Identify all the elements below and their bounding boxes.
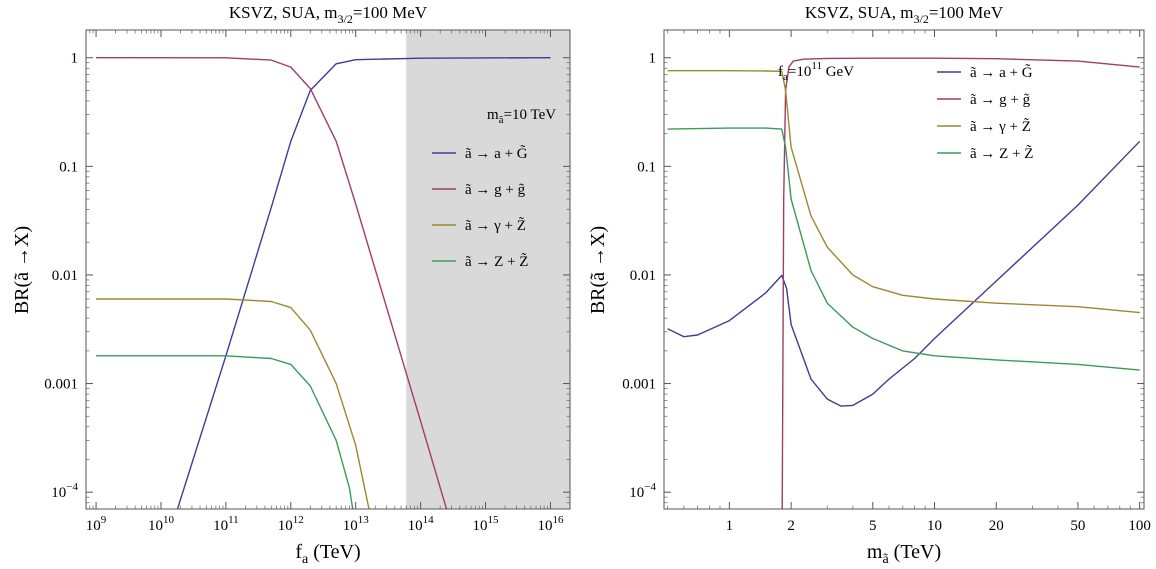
right-chart-xlabel: mã (TeV) (867, 541, 941, 567)
right-chart-series (667, 57, 1141, 510)
x-tick-label: 1010 (148, 514, 175, 534)
series-line-3 (667, 127, 1140, 371)
series-line-2 (667, 70, 1140, 314)
series-line-0 (667, 140, 1141, 407)
legend-entry-1: ã → g + g̃ (970, 92, 1031, 108)
x-tick-label: 1014 (408, 514, 435, 534)
right-chart-panel: 1 2 5 10 20 50 100 1 0.1 0.01 0.001 10−4 KSVZ, SUA,… (587, 3, 1151, 567)
y-tick-label: 0.01 (52, 268, 78, 284)
right-chart-frame (663, 29, 1145, 510)
legend-entry-0: ã → a + G̃ (970, 64, 1033, 81)
left-chart-title: KSVZ, SUA, m3/2=100 MeV (229, 3, 428, 26)
x-tick-label: 20 (989, 518, 1004, 534)
y-tick-label: 1 (649, 51, 657, 67)
x-tick-label: 50 (1070, 518, 1085, 534)
legend-entry-3: ã → Z + Z̃ (465, 253, 528, 270)
series-line-0 (176, 57, 551, 510)
x-tick-label: 100 (1128, 518, 1151, 534)
x-tick-label: 5 (869, 518, 877, 534)
x-tick-label: 10 (927, 518, 942, 534)
excluded-region-shading (406, 30, 570, 509)
legend-entry-2: ã → γ + Z̃ (465, 217, 526, 234)
left-chart-xlabel: fa (TeV) (295, 541, 360, 567)
right-chart-ylabel: BR(ã →X) (587, 226, 609, 314)
series-line-2 (96, 298, 370, 510)
series-line-3 (96, 355, 354, 510)
legend-entry-0: ã → a + G̃ (465, 145, 528, 162)
y-tick-label: 0.01 (630, 268, 656, 284)
left-chart-frame (85, 29, 571, 510)
left-chart-panel: 109 1010 1011 1012 1013 1014 1015 1016 1 0.1 0.01 0… (11, 3, 571, 567)
y-tick-label: 1 (71, 51, 79, 67)
series-line-1 (96, 57, 448, 510)
x-tick-label: 1011 (213, 514, 239, 534)
legend-entry-2: ã → γ + Z̃ (970, 118, 1031, 135)
right-chart-title: KSVZ, SUA, m3/2=100 MeV (805, 3, 1004, 26)
right-chart-annotation: fa=1011 GeV (778, 60, 854, 83)
x-tick-label: 1 (726, 518, 734, 534)
x-tick-label: 1013 (343, 514, 370, 534)
x-tick-label: 2 (787, 518, 795, 534)
x-tick-label: 109 (86, 514, 107, 534)
left-chart-ylabel: BR(ã →X) (11, 226, 33, 314)
y-tick-label: 0.1 (59, 159, 78, 175)
series-line-1 (781, 57, 1140, 510)
y-tick-label: 0.1 (637, 159, 656, 175)
y-tick-label: 10−4 (629, 481, 656, 501)
right-chart-ticks: 1 2 5 10 20 50 100 1 0.1 0.01 0.001 10−4 (622, 30, 1151, 534)
legend-entry-3: ã → Z + Z̃ (970, 145, 1033, 162)
y-tick-label: 10−4 (51, 481, 78, 501)
left-chart-legend: ã → a + G̃ ã → g + g̃ ã → γ + Z̃ ã → Z + Z̃ (432, 145, 528, 270)
x-tick-label: 1015 (473, 514, 500, 534)
left-chart-ticks: 109 1010 1011 1012 1013 1014 1015 1016 1 0.1 0.01 0… (44, 30, 570, 534)
x-tick-label: 1012 (278, 514, 304, 534)
legend-entry-1: ã → g + g̃ (465, 182, 526, 198)
left-chart-annotation: mã=10 TeV (487, 107, 556, 126)
y-tick-label: 0.001 (44, 377, 78, 393)
right-chart-legend: ã → a + G̃ ã → g + g̃ ã → γ + Z̃ ã → Z + Z̃ (937, 64, 1033, 162)
y-tick-label: 0.001 (622, 377, 656, 393)
left-chart-series (96, 57, 551, 510)
x-tick-label: 1016 (537, 514, 564, 534)
